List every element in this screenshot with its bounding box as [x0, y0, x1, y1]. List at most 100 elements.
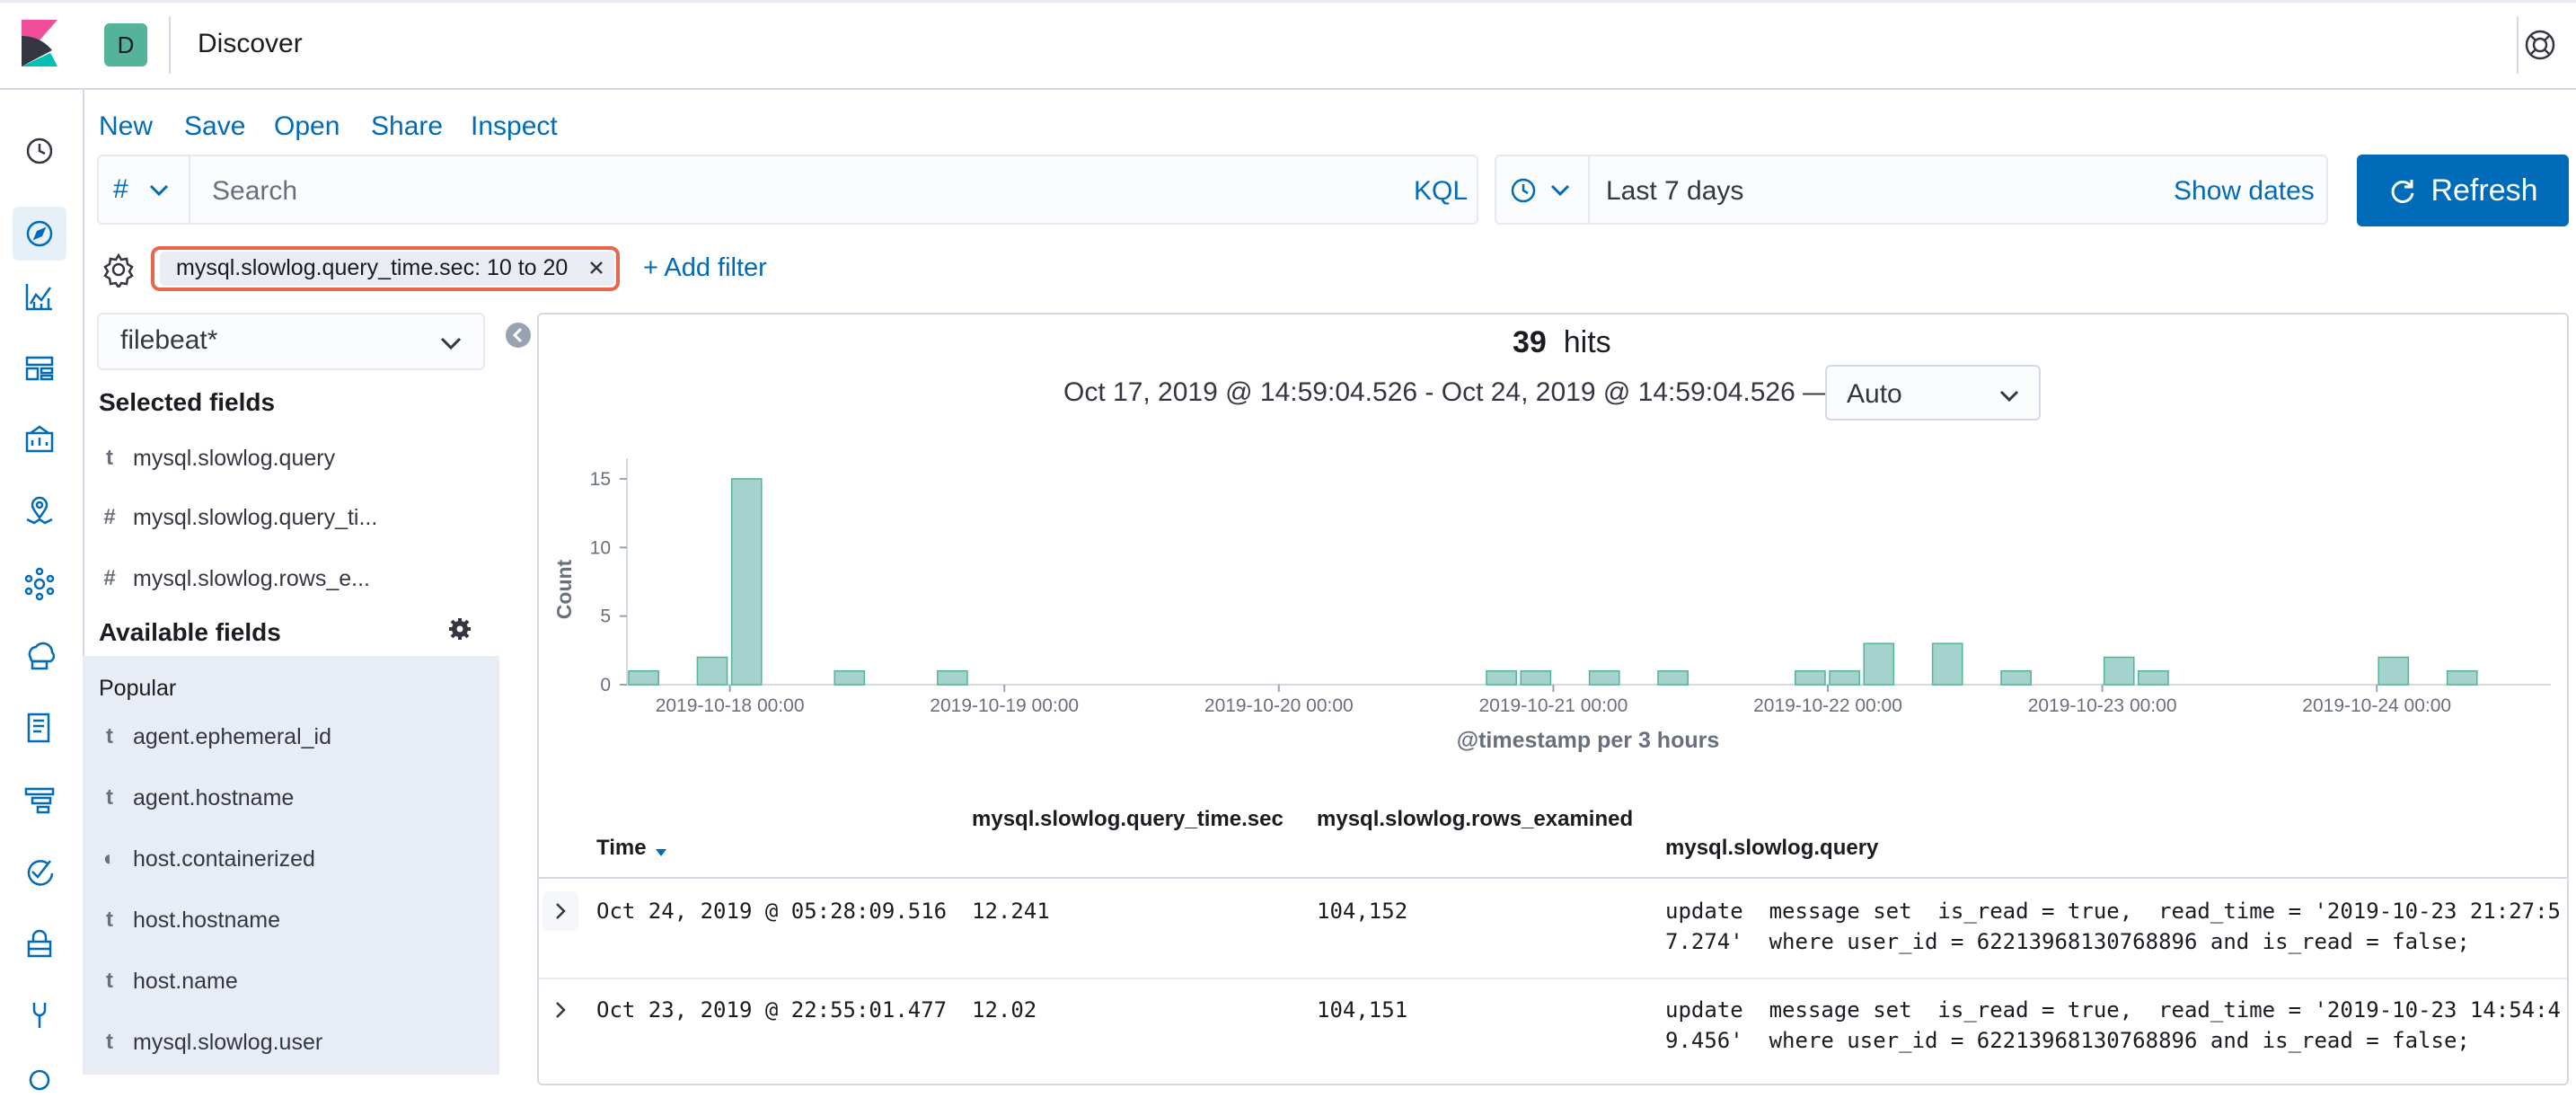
column-header-query-time[interactable]: mysql.slowlog.query_time.sec: [972, 807, 1284, 831]
histogram-chart: 0 5 10 15 Count 2019-10-18 00:00 2019-10-19 00…: [537, 440, 2569, 764]
close-icon[interactable]: [586, 257, 607, 279]
table-header-divider: [539, 877, 2567, 879]
apm-icon[interactable]: [22, 782, 57, 818]
sort-descending-icon[interactable]: [652, 846, 670, 859]
query-language-menu-button[interactable]: [97, 155, 190, 225]
cell-time: Oct 23, 2019 @ 22:55:01.477: [596, 997, 948, 1023]
results-panel: [537, 313, 2569, 1085]
quick-menu-button[interactable]: [1495, 155, 1590, 225]
filter-label[interactable]: mysql.slowlog.query_time.sec: 10 to 20: [176, 255, 569, 280]
discover-compass-icon[interactable]: [13, 207, 66, 261]
field-settings-gear-icon[interactable]: [447, 616, 472, 642]
string-type-icon: t: [106, 1030, 113, 1054]
save-link[interactable]: Save: [184, 111, 246, 141]
number-type-icon: #: [103, 566, 116, 590]
string-type-icon: t: [106, 724, 113, 748]
recently-viewed-clock-icon[interactable]: [22, 133, 57, 169]
histogram-bar: [696, 656, 728, 686]
histogram-bar: [2103, 656, 2135, 686]
new-link[interactable]: New: [99, 111, 154, 141]
histogram-bar: [937, 669, 968, 686]
popular-fields-panel: [83, 656, 499, 1075]
chevron-down-icon[interactable]: [1996, 386, 2023, 406]
field-name[interactable]: mysql.slowlog.rows_e...: [133, 566, 370, 591]
cell-query-time: 12.02: [972, 997, 1037, 1023]
field-name[interactable]: agent.hostname: [133, 785, 295, 810]
histogram-bar: [1863, 642, 1895, 686]
y-tick-label: 10: [590, 537, 611, 558]
help-lifebuoy-icon[interactable]: [2522, 27, 2558, 63]
refresh-button[interactable]: Refresh: [2357, 155, 2569, 226]
histogram-bar: [1588, 669, 1620, 686]
clock-icon[interactable]: [1509, 176, 1538, 205]
show-dates-link[interactable]: Show dates: [2174, 176, 2315, 206]
field-name[interactable]: mysql.slowlog.query_ti...: [133, 505, 378, 530]
cell-query-time: 12.241: [972, 899, 1050, 924]
string-type-icon: t: [106, 785, 113, 810]
histogram-bar: [1486, 669, 1517, 686]
inspect-link[interactable]: Inspect: [471, 111, 558, 141]
cell-query: 9.456' where user_id = 62213968130768896…: [1665, 1028, 2470, 1053]
expand-row-button[interactable]: [543, 990, 578, 1030]
row-divider: [539, 978, 2567, 979]
expand-row-button[interactable]: [543, 891, 578, 931]
histogram-bar: [2000, 669, 2032, 686]
chevron-down-icon[interactable]: [1547, 180, 1574, 201]
field-name[interactable]: mysql.slowlog.query: [133, 446, 336, 471]
header-divider: [2517, 16, 2519, 74]
search-input[interactable]: [212, 176, 1380, 207]
histogram-bar: [2446, 669, 2478, 686]
header-divider: [169, 16, 171, 74]
visualize-chart-icon[interactable]: [22, 279, 57, 314]
y-tick-label: 5: [600, 607, 611, 627]
logs-icon[interactable]: [22, 710, 57, 746]
infrastructure-icon[interactable]: [22, 638, 57, 674]
column-header-query[interactable]: mysql.slowlog.query: [1665, 836, 1879, 860]
hits-count: 39: [1513, 325, 1547, 359]
add-filter-button[interactable]: + Add filter: [643, 253, 767, 282]
field-name[interactable]: mysql.slowlog.user: [133, 1030, 323, 1055]
histogram-bar: [1520, 669, 1552, 686]
interval-value: Auto: [1847, 379, 1902, 409]
collapse-sidebar-icon[interactable]: [505, 322, 532, 349]
kql-toggle-button[interactable]: KQL: [1414, 176, 1469, 206]
app-header: [0, 0, 2576, 90]
maps-icon[interactable]: [22, 494, 57, 530]
interval-select[interactable]: [1825, 365, 2041, 421]
date-range-text[interactable]: Last 7 days: [1606, 176, 1744, 206]
histogram-bar: [2378, 656, 2410, 686]
share-link[interactable]: Share: [371, 111, 444, 141]
field-name[interactable]: host.hostname: [133, 908, 280, 933]
open-link[interactable]: Open: [274, 111, 340, 141]
x-tick-label: 2019-10-19 00:00: [930, 695, 1079, 716]
filter-options-gear-icon[interactable]: [101, 252, 137, 288]
cell-rows-examined: 104,151: [1317, 997, 1408, 1023]
y-axis-label: Count: [552, 559, 576, 619]
dev-tools-wrench-icon[interactable]: [22, 997, 57, 1033]
side-nav: [0, 90, 84, 1091]
siem-lock-icon[interactable]: [22, 925, 57, 961]
kibana-logo-icon[interactable]: [22, 20, 57, 66]
stack-management-gear-icon[interactable]: [22, 1062, 57, 1098]
dashboard-icon[interactable]: [22, 350, 57, 386]
canvas-icon[interactable]: [22, 422, 57, 458]
space-avatar[interactable]: D: [104, 23, 147, 66]
time-range-text: Oct 17, 2019 @ 14:59:04.526 - Oct 24, 20…: [1063, 377, 1831, 407]
column-header-rows-examined[interactable]: mysql.slowlog.rows_examined: [1317, 807, 1634, 831]
field-name[interactable]: host.name: [133, 969, 238, 994]
x-tick-label: 2019-10-21 00:00: [1478, 695, 1628, 716]
field-name[interactable]: host.containerized: [133, 846, 315, 872]
string-type-icon: t: [106, 969, 113, 993]
column-header-time[interactable]: Time: [596, 836, 647, 860]
histogram-bar: [730, 478, 763, 686]
index-pattern-select[interactable]: [97, 313, 485, 370]
chevron-down-icon[interactable]: [437, 332, 465, 354]
uptime-icon[interactable]: [22, 854, 57, 890]
field-name[interactable]: agent.ephemeral_id: [133, 724, 331, 749]
cell-query: 7.274' where user_id = 62213968130768896…: [1665, 929, 2470, 954]
selected-fields-heading: Selected fields: [99, 388, 276, 416]
machine-learning-icon[interactable]: [22, 566, 57, 602]
chevron-down-icon[interactable]: [146, 180, 172, 201]
histogram-bar: [1829, 669, 1860, 686]
histogram-bar: [1795, 669, 1826, 686]
